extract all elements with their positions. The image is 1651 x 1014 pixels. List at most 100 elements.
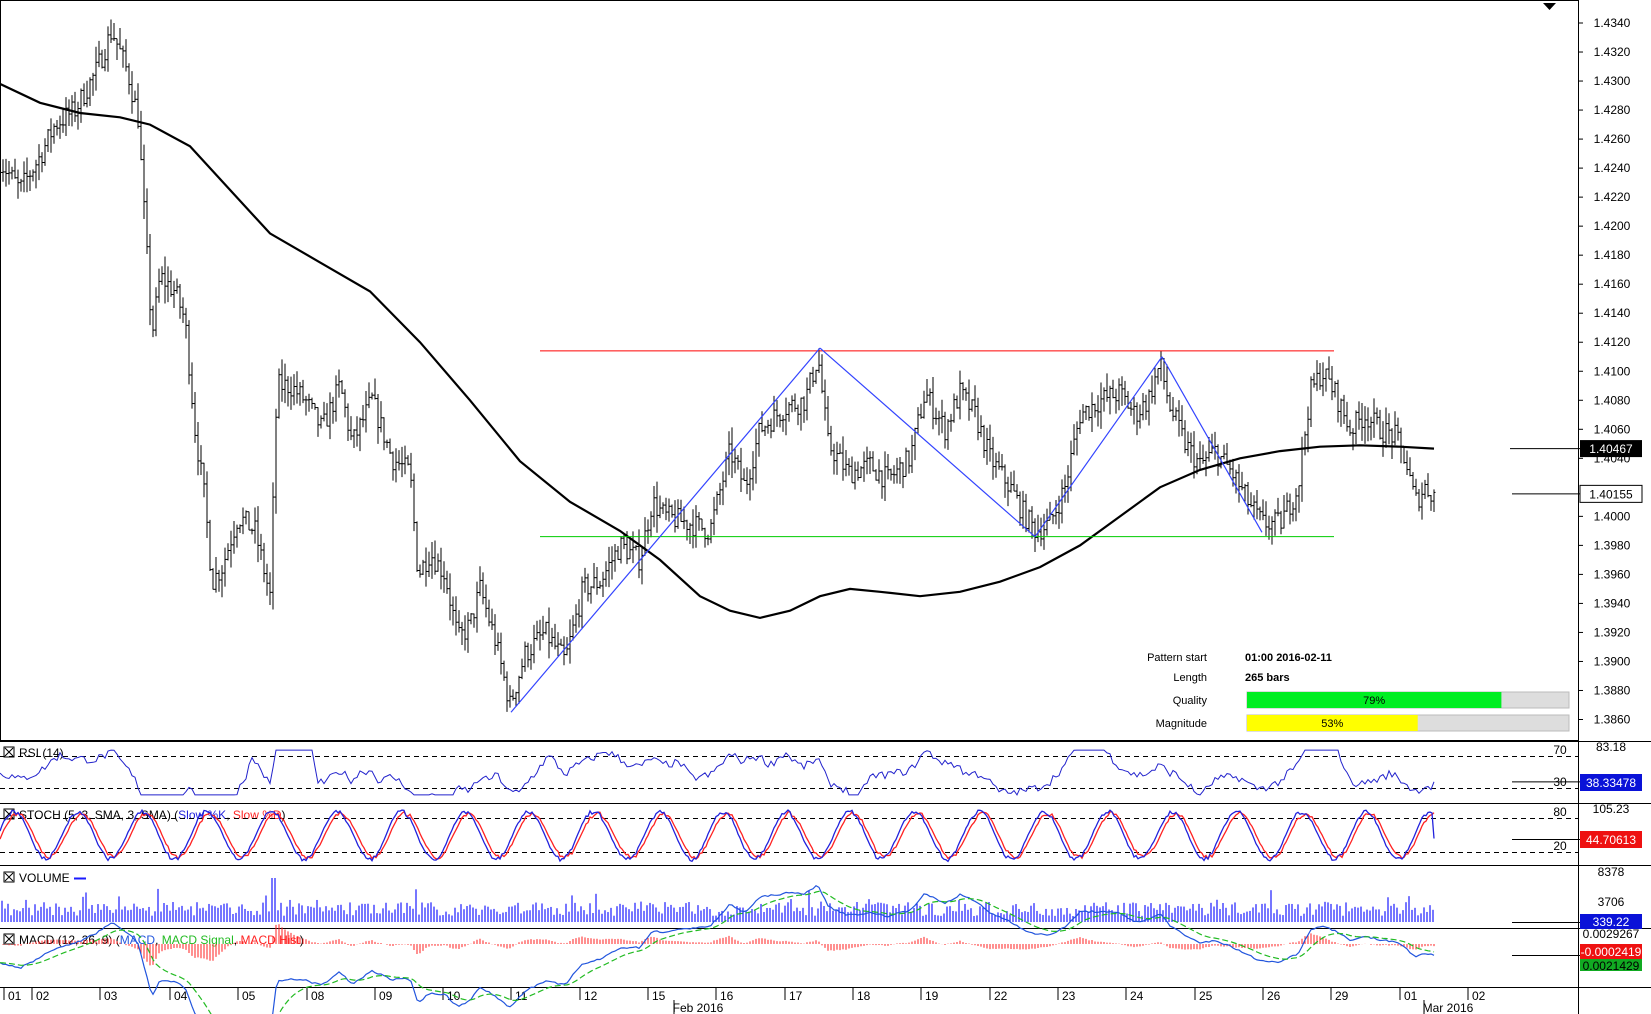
pattern-lines [510, 347, 1263, 713]
volume-current-badge [1580, 914, 1642, 929]
stoch-current-badge [1580, 831, 1642, 848]
volume-tick-mid: 3706 [1598, 895, 1625, 909]
pattern-segment [510, 347, 821, 713]
time-tick-label: 19 [925, 989, 939, 1003]
volume-title: VOLUME [19, 871, 70, 885]
macd-signal-line [0, 890, 1435, 1014]
macd-panel: MACD (12, 26, 9) (MACD, MACD Signal, MAC… [0, 884, 1642, 1014]
pattern-info: Pattern start 01:00 2016-02-11 Length 26… [1147, 652, 1570, 732]
pattern-start-value: 01:00 2016-02-11 [1245, 652, 1332, 664]
volume-tick-high: 8378 [1598, 865, 1625, 879]
rsi-close-icon [4, 747, 14, 757]
macd-bottom-tick: 0.0021429 [1583, 959, 1640, 973]
time-tick-label: 22 [994, 989, 1008, 1003]
quality-label: Quality [1173, 695, 1208, 707]
magnitude-value: 53% [1321, 718, 1343, 730]
price-tick-label: 1.3860 [1594, 713, 1631, 727]
magnitude-label: Magnitude [1156, 718, 1207, 730]
time-tick-label: 25 [1199, 989, 1213, 1003]
price-tick-label: 1.3960 [1594, 567, 1631, 581]
price-tick-label: 1.3940 [1594, 596, 1631, 610]
time-tick-label: 01 [1404, 989, 1418, 1003]
stoch-d-label: Slow %D [233, 808, 282, 822]
time-tick-label: 24 [1130, 989, 1144, 1003]
pattern-segment [1034, 356, 1163, 538]
macd-signal-legend-label: MACD Signal [162, 933, 234, 947]
moving-average-line [0, 82, 1435, 620]
price-tick-label: 1.4160 [1594, 277, 1631, 291]
pattern-start-label: Pattern start [1147, 652, 1207, 664]
stoch-level-20: 20 [1553, 839, 1567, 853]
price-tick-label: 1.3920 [1594, 625, 1631, 639]
price-tick-label: 1.4000 [1594, 509, 1631, 523]
rsi-current-value: 38.33478 [1586, 776, 1636, 790]
macd-line [0, 884, 1435, 1014]
time-tick-label: 04 [174, 989, 188, 1003]
price-tick-label: 1.4180 [1594, 248, 1631, 262]
macd-close-icon [4, 934, 14, 944]
price-tick-label: 1.4100 [1594, 364, 1631, 378]
time-tick-label: 01 [8, 989, 22, 1003]
macd-current-badge [1580, 944, 1642, 959]
stoch-panel: STOCH (5, 3, SMA, 3, SMA) (Slow %K, Slow… [0, 802, 1642, 863]
time-tick-label: 26 [1267, 989, 1281, 1003]
quality-value: 79% [1363, 695, 1385, 707]
macd-tick: 0.0029267 [1583, 927, 1640, 941]
price-tick-label: 1.4220 [1594, 190, 1631, 204]
rsi-level-70: 70 [1553, 743, 1567, 757]
macd-signal-badge [1580, 959, 1642, 971]
macd-legend-label: MACD [120, 933, 156, 947]
stoch-current-value: 44.70613 [1586, 833, 1636, 847]
price-tick-label: 1.4080 [1594, 393, 1631, 407]
month-label: Feb 2016 [673, 1001, 724, 1014]
price-tick-label: 1.4140 [1594, 306, 1631, 320]
stoch-d-line [0, 810, 1435, 861]
rsi-line [0, 749, 1435, 796]
quality-bar-fill [1247, 692, 1502, 708]
price-tick-label: 1.4200 [1594, 219, 1631, 233]
volume-current-value: 339.22 [1593, 915, 1630, 929]
rsi-panel: RSI (14) 70 30 83.18 38.33478 [0, 740, 1642, 796]
macd-histogram [2, 924, 1435, 966]
rsi-title: RSI (14) [19, 746, 64, 760]
pattern-length-value: 265 bars [1245, 672, 1290, 684]
time-tick-label: 08 [311, 989, 325, 1003]
pattern-segment [1161, 356, 1263, 533]
time-tick-label: 05 [242, 989, 256, 1003]
volume-close-icon [4, 872, 14, 882]
price-tick-label: 1.4340 [1594, 16, 1631, 30]
time-tick-label: 03 [104, 989, 118, 1003]
price-tick-label: 1.3900 [1594, 654, 1631, 668]
ma-value-badge: 1.40467 [1580, 440, 1642, 458]
time-tick-label: 12 [584, 989, 598, 1003]
rsi-current-badge [1580, 774, 1642, 791]
price-tick-label: 1.4240 [1594, 161, 1631, 175]
time-tick-label: 02 [1472, 989, 1486, 1003]
price-tick-label: 1.3880 [1594, 683, 1631, 697]
time-tick-label: 02 [36, 989, 50, 1003]
time-tick-label: 29 [1335, 989, 1349, 1003]
stoch-k-line [0, 808, 1435, 863]
price-tick-label: 1.4300 [1594, 74, 1631, 88]
time-tick-label: 23 [1062, 989, 1076, 1003]
price-axis: 1.4340 1.4320 1.4300 1.4280 1.4260 1.4240 1.42… [1578, 16, 1631, 727]
macd-current-value: -0.0002419 [1581, 945, 1642, 959]
stoch-top-value: 105.23 [1593, 802, 1630, 816]
ma-value-label: 1.40467 [1589, 442, 1633, 456]
candles [0, 19, 1436, 712]
month-label: Mar 2016 [1423, 1001, 1474, 1014]
price-tick-label: 1.4260 [1594, 132, 1631, 146]
scroll-arrow-icon[interactable] [1543, 3, 1556, 10]
price-tick-label: 1.4320 [1594, 45, 1631, 59]
time-tick-label: 16 [720, 989, 734, 1003]
volume-panel: VOLUME 8378 3706 339.22 [1, 865, 1642, 929]
pattern-segment [819, 347, 1036, 538]
rsi-top-value: 83.18 [1596, 740, 1626, 754]
time-tick-label: 15 [652, 989, 666, 1003]
current-price-badge: 1.40155 [1579, 484, 1643, 503]
price-tick-label: 1.4280 [1594, 103, 1631, 117]
current-price-label: 1.40155 [1589, 487, 1633, 501]
